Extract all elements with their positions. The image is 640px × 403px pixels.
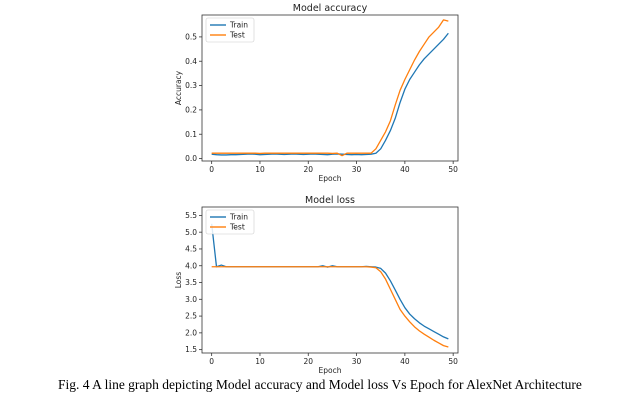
- x-tick-label: 20: [303, 165, 313, 174]
- figure-canvas: Model accuracy 0 10 20 30 40 50 0.0 0.1 0.2 0.3 0.4…: [174, 3, 459, 375]
- x-tick-label: 0: [209, 165, 214, 174]
- series-line-test: [211, 266, 449, 348]
- legend-box: [205, 17, 255, 43]
- y-axis-label: Accuracy: [174, 70, 183, 105]
- y-tick-label: 0.1: [185, 130, 197, 139]
- chart-0: Model accuracy 0 10 20 30 40 50 0.0 0.1 0.2 0.3 0.4…: [174, 3, 459, 183]
- x-tick-label: 10: [255, 165, 265, 174]
- y-tick-label: 0.5: [185, 33, 197, 42]
- y-tick-label: 1.5: [185, 345, 197, 354]
- x-tick-label: 0: [209, 357, 214, 366]
- x-tick-label: 50: [448, 357, 458, 366]
- x-tick-label: 20: [303, 357, 313, 366]
- series-line-test: [211, 19, 449, 157]
- chart-title: Model loss: [305, 195, 355, 206]
- plot-frame: [201, 14, 459, 162]
- series-line-train: [211, 32, 449, 156]
- legend-label-test: Test: [229, 31, 245, 40]
- x-axis-label: Epoch: [319, 366, 342, 375]
- y-tick-label: 2.5: [185, 312, 197, 321]
- legend-box: [205, 209, 255, 235]
- y-tick-label: 0.3: [185, 81, 197, 90]
- y-tick-label: 3.5: [185, 278, 197, 287]
- chart-1: Model loss 0 10 20 30 40 50 1.5 2.0 2.5 3.0 3.5 4.0 4…: [174, 195, 459, 375]
- chart-title: Model accuracy: [293, 3, 368, 14]
- plot-frame: [201, 206, 459, 354]
- x-tick-label: 50: [448, 165, 458, 174]
- x-tick-label: 30: [352, 165, 362, 174]
- y-tick-label: 5.0: [185, 228, 197, 237]
- x-tick-label: 40: [400, 165, 410, 174]
- x-tick-label: 10: [255, 357, 265, 366]
- y-tick-label: 2.0: [185, 328, 197, 337]
- legend-label-test: Test: [229, 223, 245, 232]
- y-tick-label: 5.5: [185, 211, 197, 220]
- y-tick-label: 0.4: [185, 57, 197, 66]
- y-tick-label: 4.0: [185, 261, 197, 270]
- y-tick-label: 3.0: [185, 295, 197, 304]
- legend-label-train: Train: [229, 21, 248, 30]
- figure-caption: Fig. 4 A line graph depicting Model accu…: [58, 377, 582, 392]
- y-tick-label: 4.5: [185, 245, 197, 254]
- y-axis-label: Loss: [174, 272, 183, 289]
- x-tick-label: 30: [352, 357, 362, 366]
- x-tick-label: 40: [400, 357, 410, 366]
- series-line-train: [211, 223, 449, 340]
- x-axis-label: Epoch: [319, 174, 342, 183]
- legend-label-train: Train: [229, 213, 248, 222]
- y-tick-label: 0.0: [185, 154, 197, 163]
- y-tick-label: 0.2: [185, 106, 197, 115]
